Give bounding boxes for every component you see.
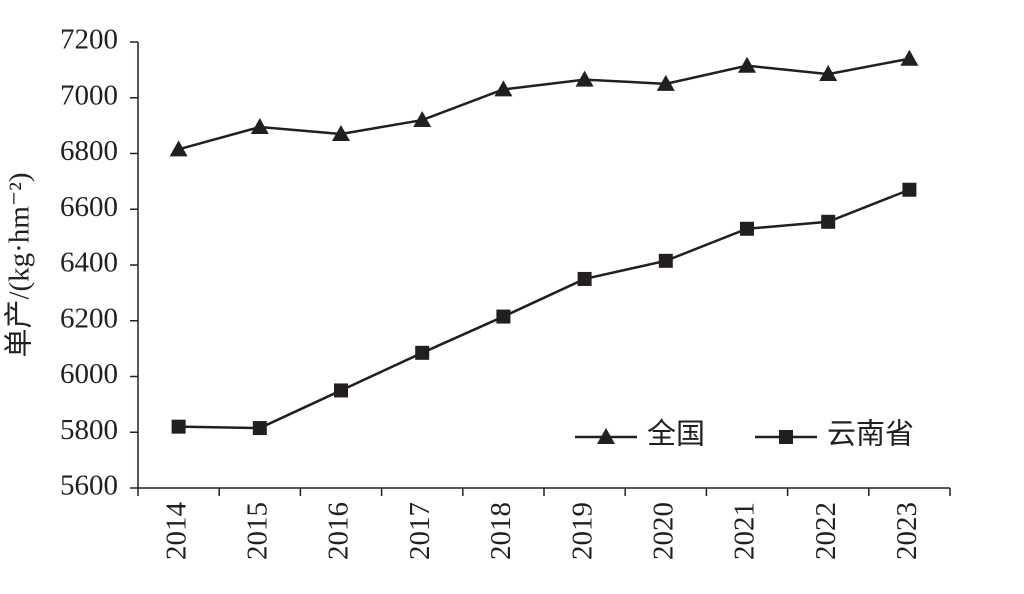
- y-tick-label: 5600: [60, 470, 118, 502]
- marker: [900, 49, 919, 66]
- y-tick-label: 6600: [60, 191, 118, 223]
- x-tick-label: 2021: [729, 502, 761, 560]
- series-line: [178, 57, 910, 151]
- y-tick-label: 7200: [60, 24, 118, 56]
- legend-label: 全国: [647, 418, 705, 451]
- x-tick-label: 2015: [241, 502, 273, 560]
- marker: [250, 118, 269, 135]
- series-line: [178, 188, 910, 430]
- y-tick-label: 6800: [60, 135, 118, 167]
- y-tick-label: 6400: [60, 247, 118, 279]
- y-tick-label: 6200: [60, 302, 118, 334]
- marker: [252, 421, 267, 436]
- marker: [415, 345, 430, 360]
- x-tick-label: 2022: [810, 502, 842, 560]
- x-tick-label: 2016: [323, 502, 355, 560]
- legend-marker: [779, 430, 793, 444]
- marker: [902, 182, 917, 197]
- marker: [169, 140, 188, 157]
- marker: [334, 383, 348, 398]
- x-tick-label: 2017: [404, 502, 436, 560]
- y-axis-label: 单产/(kg·hm⁻²): [3, 172, 36, 357]
- legend-marker: [597, 428, 615, 444]
- y-tick-label: 7000: [60, 79, 118, 111]
- marker: [658, 253, 673, 268]
- y-tick-label: 6000: [60, 358, 118, 390]
- x-tick-label: 2020: [647, 502, 679, 560]
- marker: [577, 271, 592, 286]
- marker: [821, 214, 836, 229]
- marker: [740, 221, 754, 236]
- marker: [575, 70, 594, 87]
- y-tick-label: 5800: [60, 414, 118, 446]
- marker: [496, 309, 511, 324]
- x-tick-label: 2018: [485, 502, 517, 560]
- marker: [819, 65, 838, 82]
- x-tick-label: 2023: [891, 502, 923, 560]
- marker: [332, 124, 350, 141]
- x-tick-label: 2014: [160, 502, 192, 561]
- legend-label: 云南省: [827, 418, 914, 451]
- marker: [171, 419, 186, 434]
- marker: [494, 80, 513, 97]
- marker: [413, 111, 432, 128]
- x-tick-label: 2019: [566, 502, 598, 560]
- marker: [656, 74, 675, 91]
- marker: [738, 56, 756, 73]
